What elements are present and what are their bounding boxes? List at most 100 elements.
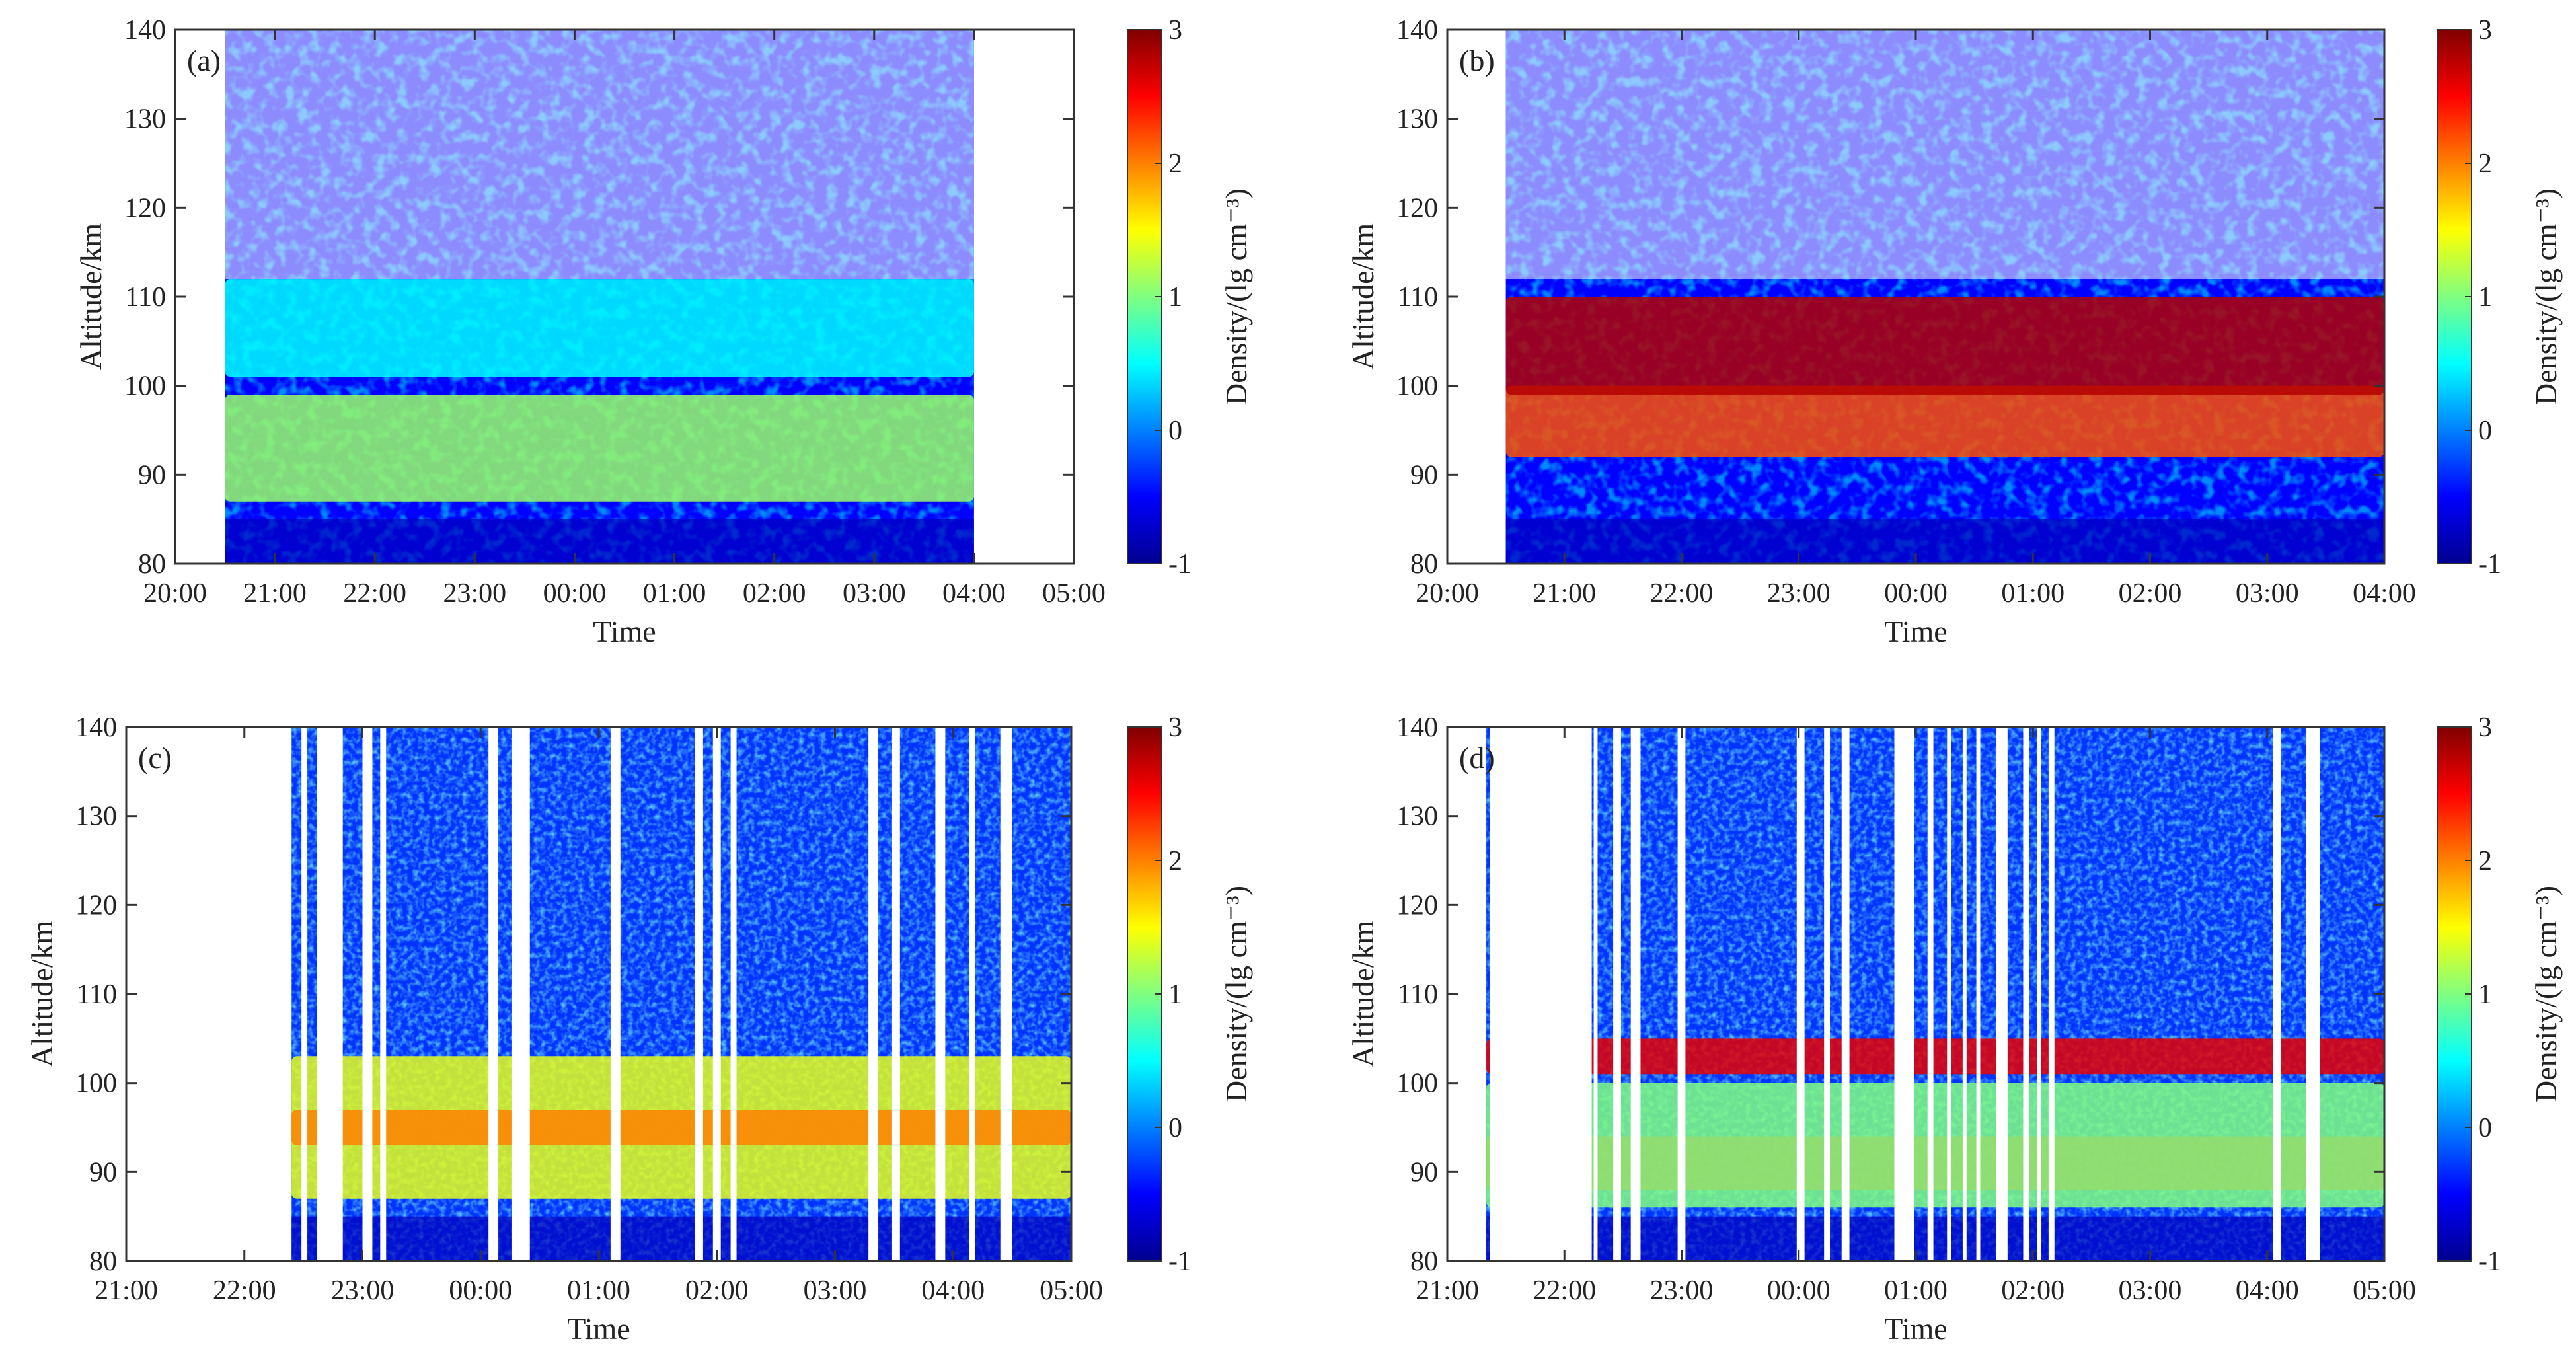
heatmap-d <box>1486 727 2384 1261</box>
lower-floor <box>225 519 974 564</box>
colorbar-label: Density/(lg cm⁻³) <box>1219 886 1253 1102</box>
x-tick-label: 05:00 <box>1040 1275 1103 1306</box>
lower-floor <box>1505 519 2384 564</box>
data-gap <box>1796 727 1805 1261</box>
data-gap <box>1841 727 1850 1261</box>
colorbar-tick-label: 0 <box>1168 416 1182 446</box>
panel-label: (b) <box>1459 44 1495 77</box>
data-gap <box>1894 727 1914 1261</box>
data-gap <box>1962 727 1967 1261</box>
colorbar-tick-label: 0 <box>2478 416 2492 446</box>
data-gap <box>2306 727 2320 1261</box>
x-axis-title: Time <box>1884 1312 1947 1346</box>
colorbar-tick-label: 2 <box>2478 149 2492 179</box>
y-tick-label: 140 <box>75 712 117 743</box>
colorbar-tick-label: 0 <box>1168 1113 1182 1143</box>
heatmap-c <box>291 727 1071 1261</box>
data-gap <box>1000 727 1012 1261</box>
y-tick-label: 80 <box>1410 1246 1438 1277</box>
sparse-region <box>225 30 974 280</box>
y-tick-label: 80 <box>1410 549 1438 580</box>
y-tick-label: 90 <box>1410 460 1438 490</box>
colorbar <box>1127 726 1162 1262</box>
panel-b: 20:00 21:00 22:00 23:00 00:00 01:00 02:00 03:00… <box>1346 15 2563 648</box>
data-gap <box>730 727 737 1261</box>
x-tick-label: 23:00 <box>1767 578 1831 609</box>
data-gap <box>935 727 946 1261</box>
panel-label: (a) <box>187 44 221 77</box>
colorbar-tick-label: 3 <box>2478 15 2492 46</box>
data-gap <box>868 727 879 1261</box>
x-tick-label: 01:00 <box>1884 1275 1948 1306</box>
x-tick-label: 03:00 <box>2236 578 2299 609</box>
x-tick-label: 02:00 <box>685 1275 749 1306</box>
data-gap <box>1490 727 1592 1261</box>
y-tick-label: 130 <box>1396 104 1438 135</box>
y-tick-label: 140 <box>124 15 166 46</box>
x-tick-label: 21:00 <box>95 1275 158 1306</box>
colorbar-tick-label: -1 <box>2478 1246 2501 1277</box>
x-tick-label: 23:00 <box>1650 1275 1714 1306</box>
layer-1 <box>1505 297 2384 395</box>
x-tick-label: 22:00 <box>1650 578 1714 609</box>
y-tick-label: 130 <box>1396 802 1438 832</box>
colorbar-tick-label: 2 <box>2478 846 2492 876</box>
x-tick-label: 03:00 <box>804 1275 867 1306</box>
colorbar-tick-label: -1 <box>2478 549 2501 580</box>
data-gap <box>2037 727 2041 1261</box>
y-tick-label: 120 <box>1396 193 1438 223</box>
colorbar-tick-label: 1 <box>2478 282 2492 313</box>
x-tick-label: 01:00 <box>643 578 706 609</box>
x-tick-label: 04:00 <box>2236 1275 2299 1306</box>
lower-floor <box>291 1216 1071 1261</box>
x-tick-label: 22:00 <box>1533 1275 1596 1306</box>
heatmap-b <box>1505 30 2384 564</box>
x-tick-label: 04:00 <box>921 1275 985 1306</box>
data-gap <box>488 727 499 1261</box>
y-tick-label: 100 <box>1396 1069 1438 1099</box>
y-tick-label: 110 <box>77 979 117 1010</box>
layer-0 <box>1486 1038 2384 1075</box>
colorbar-tick-label: 1 <box>1168 282 1182 313</box>
x-tick-label: 01:00 <box>2001 578 2065 609</box>
x-tick-label: 03:00 <box>843 578 906 609</box>
colorbar-tick-label: 2 <box>1168 846 1182 876</box>
y-axis-title: Altitude/km <box>1346 921 1380 1068</box>
y-tick-label: 130 <box>75 802 117 832</box>
colorbar-label: Density/(lg cm⁻³) <box>2529 886 2563 1102</box>
colorbar-tick-label: -1 <box>1168 549 1192 580</box>
x-tick-label: 02:00 <box>2119 578 2182 609</box>
y-tick-label: 100 <box>124 371 166 402</box>
y-tick-label: 140 <box>1396 15 1438 46</box>
data-gap <box>610 727 621 1261</box>
data-gap <box>1927 727 1934 1261</box>
data-gap <box>1630 727 1641 1261</box>
x-tick-label: 04:00 <box>2353 578 2416 609</box>
data-gap <box>1947 727 1951 1261</box>
data-gap <box>891 727 900 1261</box>
x-tick-label: 02:00 <box>2001 1275 2065 1306</box>
data-gap <box>1613 727 1621 1261</box>
colorbar-tick-label: 3 <box>1168 15 1182 46</box>
y-tick-label: 110 <box>126 282 166 313</box>
y-tick-label: 130 <box>124 104 166 135</box>
data-gap <box>969 727 975 1261</box>
x-tick-label: 00:00 <box>1884 578 1948 609</box>
y-tick-label: 110 <box>1398 282 1438 313</box>
y-tick-label: 120 <box>1396 890 1438 921</box>
panel-d: 21:00 22:00 23:00 00:00 01:00 02:00 03:00 04:00… <box>1346 712 2563 1346</box>
data-gap <box>380 727 387 1261</box>
layer-2 <box>1486 1083 2384 1208</box>
y-tick-label: 100 <box>75 1069 117 1099</box>
panel-c: 21:00 22:00 23:00 00:00 01:00 02:00 03:00 04:00… <box>25 712 1253 1346</box>
data-gap <box>1824 727 1831 1261</box>
panel-label: (d) <box>1459 741 1495 775</box>
y-tick-label: 140 <box>1396 712 1438 743</box>
y-tick-label: 80 <box>89 1246 117 1277</box>
x-tick-label: 21:00 <box>1533 578 1596 609</box>
x-tick-label: 21:00 <box>1416 1275 1479 1306</box>
y-tick-label: 120 <box>124 193 166 223</box>
data-gap <box>2023 727 2029 1261</box>
y-axis-title: Altitude/km <box>25 921 59 1068</box>
